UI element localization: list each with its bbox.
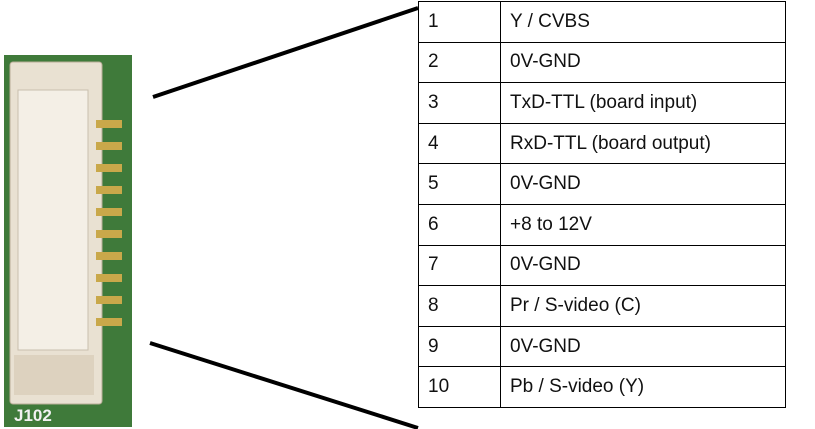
pin-number: 1 — [418, 1, 501, 43]
pin-number: 3 — [418, 82, 501, 124]
pin-row: 2 0V-GND — [418, 41, 786, 84]
callout-line — [149, 341, 419, 429]
pin-row: 9 0V-GND — [418, 325, 786, 368]
pin-number: 6 — [418, 203, 501, 246]
pin-function: 0V-GND — [500, 244, 786, 287]
pin-function: +8 to 12V — [500, 203, 786, 246]
connector-slot — [17, 89, 89, 351]
pin-row: 10 Pb / S-video (Y) — [418, 366, 786, 408]
pins — [96, 120, 122, 326]
pin-number: 7 — [418, 244, 501, 287]
pin-function: RxD-TTL (board output) — [500, 122, 786, 165]
pin-function: 0V-GND — [500, 41, 786, 84]
pin-function: Pr / S-video (C) — [500, 285, 786, 327]
pin-number: 2 — [418, 41, 501, 84]
connector-latch — [14, 355, 94, 395]
pin-number: 8 — [418, 285, 501, 327]
pin-number: 5 — [418, 163, 501, 205]
pin-row: 5 0V-GND — [418, 163, 786, 205]
pin-function: TxD-TTL (board input) — [500, 82, 786, 124]
pin-number: 10 — [418, 366, 501, 408]
pin-function: Y / CVBS — [500, 1, 786, 43]
pin-number: 9 — [418, 325, 501, 368]
pin-row: 3 TxD-TTL (board input) — [418, 82, 786, 124]
pin-row: 6 +8 to 12V — [418, 203, 786, 246]
callout-line — [152, 6, 419, 99]
pin-number: 4 — [418, 122, 501, 165]
pin-function: 0V-GND — [500, 163, 786, 205]
pin-row: 7 0V-GND — [418, 244, 786, 287]
pin-function: 0V-GND — [500, 325, 786, 368]
pin-function: Pb / S-video (Y) — [500, 366, 786, 408]
connector-label: J102 — [14, 406, 52, 425]
pin-row: 8 Pr / S-video (C) — [418, 285, 786, 327]
pin-row: 4 RxD-TTL (board output) — [418, 122, 786, 165]
